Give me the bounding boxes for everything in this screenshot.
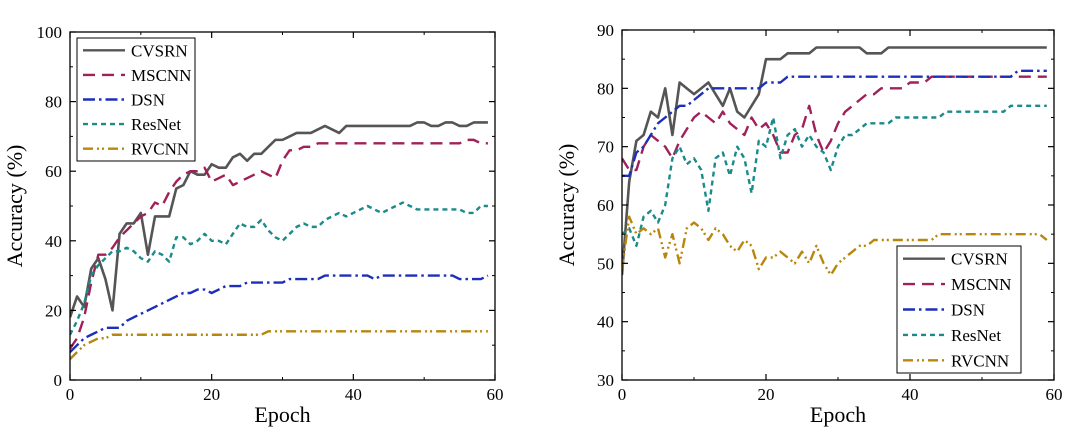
legend: CVSRN MSCNN DSN ResNet RVCNN	[896, 245, 1022, 374]
series-line-cvsrn	[622, 46, 1047, 276]
y-tick-label: 20	[45, 301, 62, 320]
series-line-rvcnn	[622, 215, 1048, 277]
series-line-mscnn	[622, 75, 1047, 172]
legend-label-mscnn: MSCNN	[951, 275, 1011, 294]
y-tick-label: 80	[597, 79, 614, 98]
y-tick-label: 80	[45, 93, 62, 112]
y-tick-label: 40	[45, 232, 62, 251]
series-line-resnet	[622, 104, 1047, 248]
legend-label-rvcnn: RVCNN	[951, 351, 1009, 370]
x-tick-label: 20	[203, 385, 220, 404]
series-line-dsn	[70, 274, 489, 354]
y-tick-label: 50	[597, 254, 614, 273]
y-tick-label: 0	[54, 371, 63, 390]
x-tick-label: 40	[345, 385, 362, 404]
legend-box	[76, 37, 196, 162]
x-tick-label: 60	[1046, 385, 1063, 404]
series-line-cvsrn	[70, 121, 488, 318]
x-tick-label: 20	[758, 385, 775, 404]
legend-label-dsn: DSN	[131, 91, 165, 110]
legend-label-resnet: ResNet	[951, 326, 1001, 345]
x-tick-label: 60	[487, 385, 504, 404]
y-tick-label: 70	[597, 138, 614, 157]
legend-label-resnet: ResNet	[131, 115, 181, 134]
x-tick-label: 0	[618, 385, 627, 404]
legend-box	[896, 245, 1022, 374]
legend-label-cvsrn: CVSRN	[951, 250, 1008, 269]
y-tick-label: 60	[45, 162, 62, 181]
series-line-mscnn	[70, 138, 488, 350]
legend-label-cvsrn: CVSRN	[131, 41, 188, 60]
chart-panel-2: 0 20 40 60 30 40 50 60 70 80 90 Epoch Accuracy (%) CV…	[554, 21, 1063, 427]
x-axis-title: Epoch	[254, 402, 310, 427]
y-tick-label: 90	[597, 21, 614, 40]
y-tick-label: 30	[597, 371, 614, 390]
chart-panel-1: 0 20 40 60 0 20 40 60 80 100 Epoch Accuracy (%) CVSR…	[2, 23, 504, 427]
legend-label-rvcnn: RVCNN	[131, 140, 189, 159]
y-tick-label: 60	[597, 196, 614, 215]
legend: CVSRN MSCNN DSN ResNet RVCNN	[76, 37, 196, 162]
y-tick-label: 40	[597, 313, 614, 332]
legend-label-dsn: DSN	[951, 301, 985, 320]
y-axis-title: Accuracy (%)	[554, 144, 579, 267]
series-line-resnet	[70, 201, 488, 336]
x-tick-label: 0	[66, 385, 75, 404]
y-axis-title: Accuracy (%)	[2, 145, 27, 268]
x-tick-label: 40	[902, 385, 919, 404]
x-axis-title: Epoch	[810, 402, 866, 427]
y-tick-label: 100	[37, 23, 63, 42]
legend-label-mscnn: MSCNN	[131, 66, 191, 85]
series-line-rvcnn	[70, 330, 488, 360]
